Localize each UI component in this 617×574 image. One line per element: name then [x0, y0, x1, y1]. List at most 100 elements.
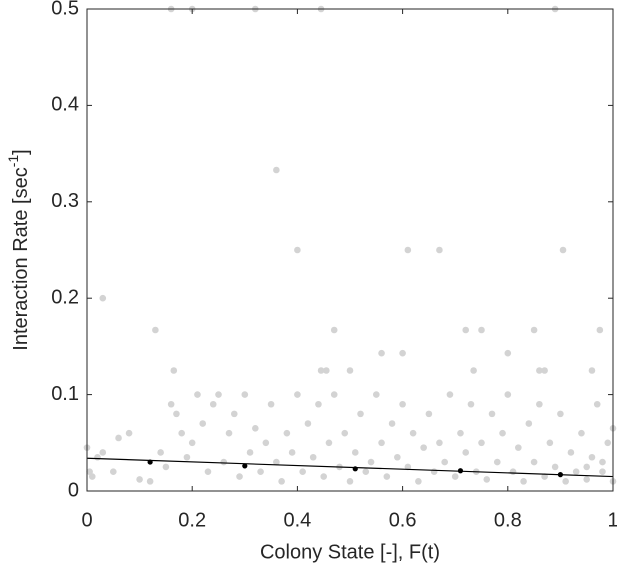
data-point [362, 468, 370, 476]
data-point [188, 439, 196, 447]
x-tick-label: 0.6 [389, 509, 417, 531]
y-axis-label-text: Interaction Rate [sec [10, 167, 32, 350]
data-point [588, 453, 596, 461]
data-point [220, 458, 228, 466]
data-point [99, 294, 107, 302]
data-point [520, 478, 527, 485]
data-point [430, 468, 438, 476]
data-point [86, 468, 93, 476]
data-point [536, 367, 543, 374]
data-point [267, 400, 275, 408]
data-point [230, 410, 238, 418]
data-point [330, 326, 338, 334]
data-point [346, 478, 354, 485]
data-point [583, 463, 590, 471]
data-point [194, 391, 201, 398]
data-point [170, 367, 178, 374]
data-point [425, 410, 433, 418]
data-point [478, 439, 485, 447]
data-point [399, 400, 406, 408]
y-tick-label: 0.5 [51, 0, 79, 19]
data-point [115, 434, 122, 442]
plot-frame [86, 8, 614, 492]
data-point [530, 326, 538, 334]
x-tick-label: 0.8 [494, 509, 522, 531]
data-point [559, 246, 567, 254]
data-point [173, 410, 180, 418]
data-point [509, 468, 517, 476]
x-tick-label: 0 [81, 509, 92, 531]
data-point [578, 429, 585, 437]
data-point [588, 367, 596, 374]
data-point [278, 478, 285, 485]
data-point [225, 429, 233, 437]
data-point [257, 468, 264, 476]
y-tick-label: 0 [68, 479, 79, 501]
data-point [162, 463, 170, 471]
data-point [557, 410, 564, 418]
data-point [599, 468, 606, 476]
data-point [367, 458, 375, 466]
data-point [273, 458, 280, 466]
data-point [467, 400, 475, 408]
data-point [125, 429, 133, 437]
y-tick-label: 0.4 [51, 94, 79, 116]
data-point [462, 449, 470, 456]
data-point [478, 326, 485, 334]
data-point [541, 367, 548, 374]
data-point [596, 326, 604, 334]
data-point [462, 326, 470, 334]
data-point [323, 367, 330, 374]
data-point [541, 473, 548, 480]
data-point [441, 458, 448, 466]
data-point [252, 425, 259, 432]
data-point [294, 246, 301, 254]
mean-marker [457, 468, 464, 474]
data-point [178, 429, 185, 437]
data-point [330, 391, 338, 398]
data-point [325, 439, 333, 447]
data-point [599, 458, 606, 466]
fit-line [86, 457, 614, 478]
data-point [209, 400, 217, 408]
data-point [309, 453, 317, 461]
y-tick-label: 0.1 [51, 383, 79, 405]
data-point [415, 478, 422, 485]
y-axis-label-sup: -1 [5, 155, 21, 168]
data-point [167, 400, 175, 408]
x-axis-label: Colony State [-], F(t) [260, 541, 440, 563]
data-point [183, 453, 191, 461]
data-point [457, 429, 464, 437]
data-point [315, 400, 322, 408]
data-point [409, 429, 417, 437]
x-tick-label: 0.4 [283, 509, 311, 531]
data-point [604, 439, 612, 447]
data-point [341, 429, 349, 437]
mean-marker [352, 466, 358, 472]
data-point [572, 468, 580, 476]
y-tick-label: 0.2 [51, 286, 79, 308]
data-point [199, 420, 207, 427]
data-point [593, 400, 601, 408]
data-point [246, 449, 254, 456]
data-point [404, 463, 412, 471]
data-point [273, 166, 280, 174]
data-point [515, 444, 522, 451]
data-point [157, 449, 164, 456]
data-point [136, 476, 143, 483]
data-point [110, 468, 117, 476]
data-point [351, 449, 359, 456]
data-point [320, 473, 328, 480]
data-point [288, 449, 296, 456]
data-point [420, 444, 427, 451]
data-point [530, 458, 538, 466]
mean-marker [242, 463, 248, 469]
data-point [236, 473, 243, 480]
data-point [493, 458, 501, 466]
data-point [436, 246, 443, 254]
data-point [488, 410, 496, 418]
data-point [383, 473, 391, 480]
data-point [404, 246, 412, 254]
data-point [94, 453, 101, 461]
data-point [504, 349, 512, 357]
